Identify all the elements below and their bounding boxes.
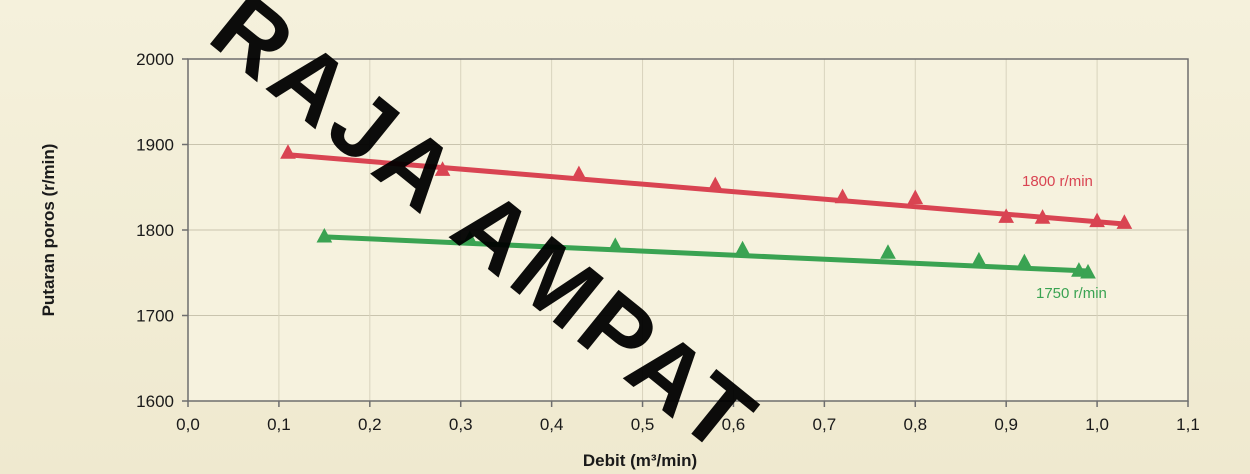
y-tick-label: 1800 [136,221,174,240]
y-tick-label: 2000 [136,50,174,69]
data-point-marker [707,176,724,192]
series-label-1750: 1750 r/min [1036,285,1107,302]
axes [182,58,1189,407]
x-tick-label: 0,6 [722,415,746,434]
data-point-marker [1034,209,1051,224]
x-tick-label: 0,8 [903,415,927,434]
data-point-marker [1089,212,1105,228]
data-point-marker [734,240,751,256]
series-group [280,144,1133,279]
data-point-marker [280,144,296,159]
x-tick-label: 1,0 [1085,415,1109,434]
data-point-marker [907,189,924,205]
x-tick-label: 1,1 [1176,415,1200,434]
series-labels: 1800 r/min 1750 r/min [1022,173,1107,302]
x-tick-label: 0,7 [813,415,837,434]
data-point-marker [1080,263,1096,279]
x-tick-label: 0,9 [994,415,1018,434]
y-tick-label: 1700 [136,307,174,326]
series-trendline [285,152,1127,227]
x-tick-label: 0,2 [358,415,382,434]
data-point-marker [998,208,1015,223]
data-point-marker [834,188,851,204]
series-0 [280,144,1133,229]
data-point-marker [316,227,333,243]
data-point-marker [1071,262,1087,277]
x-tick-label: 0,1 [267,415,291,434]
y-axis-title: Putaran poros (r/min) [39,144,58,317]
data-point-marker [1116,214,1133,229]
series-1 [316,227,1096,279]
data-point-marker [1016,253,1033,269]
y-tick-label: 1600 [136,392,174,411]
data-point-marker [880,244,896,259]
data-point-marker [571,165,587,181]
series-label-1800: 1800 r/min [1022,173,1093,190]
y-tick-label: 1900 [136,136,174,155]
x-tick-label: 0,0 [176,415,200,434]
data-point-marker [607,237,624,252]
x-tick-label: 0,3 [449,415,473,434]
data-point-marker [971,251,987,267]
x-axis-title: Debit (m³/min) [583,451,697,470]
tick-labels: 0,0 0,1 0,2 0,3 0,4 0,5 0,6 0,7 0,8 0,9 1,0 1,1 1600… [136,50,1200,434]
grid-lines [187,58,1189,402]
x-tick-label: 0,5 [631,415,655,434]
data-point-marker [434,161,451,176]
data-point-marker [461,230,478,246]
series-trendline [321,234,1091,274]
x-tick-label: 0,4 [540,415,564,434]
